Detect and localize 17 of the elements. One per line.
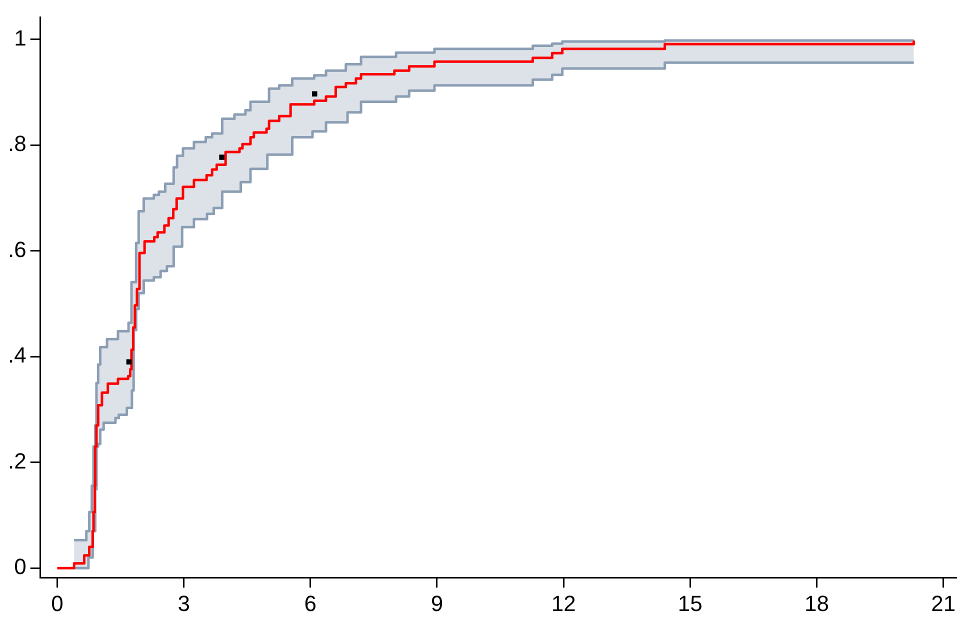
y-tick-label: 1	[14, 25, 26, 50]
y-tick-label: .6	[8, 236, 26, 262]
x-tick-label: 9	[430, 590, 444, 616]
x-tick-label: 12	[551, 590, 576, 616]
point	[126, 359, 132, 365]
y-tick-label: .4	[8, 342, 26, 368]
y-tick-label: .2	[8, 448, 26, 474]
x-tick-label: 3	[178, 590, 190, 616]
x-tick-label: 15	[678, 590, 702, 616]
point	[312, 91, 318, 96]
x-tick-label: 21	[931, 590, 956, 616]
x-tick-label: 0	[51, 590, 64, 616]
y-tick-label: .8	[8, 131, 26, 156]
point	[219, 154, 224, 160]
x-tick-label: 18	[804, 590, 829, 616]
y-tick-label: 0	[14, 554, 26, 580]
x-tick-label: 6	[304, 590, 317, 616]
